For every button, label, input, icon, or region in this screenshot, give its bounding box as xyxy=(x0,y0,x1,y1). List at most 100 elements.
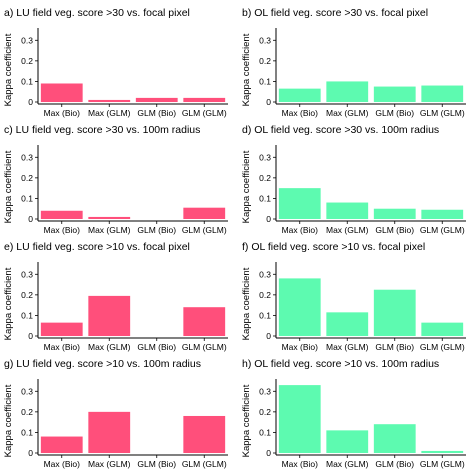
y-axis-label: Kappa coefficient xyxy=(241,384,252,457)
x-tick-label: GLM (GLM) xyxy=(420,225,465,235)
y-tick-label: 0.1 xyxy=(21,427,33,437)
bar xyxy=(326,81,369,102)
y-tick-label: 0.3 xyxy=(259,386,271,396)
bar xyxy=(373,289,416,336)
y-tick-label: 0.2 xyxy=(259,407,271,417)
bar xyxy=(326,430,369,453)
bar xyxy=(421,450,464,453)
bar xyxy=(278,278,321,336)
chart-title: f) OL field veg. score >10 vs. focal pix… xyxy=(242,241,425,253)
y-tick-label: 0 xyxy=(266,97,271,107)
x-tick-label: GLM (GLM) xyxy=(182,459,227,469)
bar xyxy=(421,85,464,102)
x-tick-label: GLM (Bio) xyxy=(375,225,414,235)
x-tick-label: Max (GLM) xyxy=(88,108,131,118)
x-tick-label: Max (GLM) xyxy=(88,225,131,235)
y-tick-label: 0.3 xyxy=(21,269,33,279)
y-axis-label: Kappa coefficient xyxy=(3,267,14,340)
y-axis-label: Kappa coefficient xyxy=(241,267,252,340)
y-tick-label: 0.1 xyxy=(259,310,271,320)
bar xyxy=(278,188,321,219)
bar xyxy=(373,86,416,102)
y-tick-label: 0.2 xyxy=(259,173,271,183)
chart-panel-1: a) LU field veg. score >30 vs. focal pix… xyxy=(3,7,228,118)
x-tick-label: GLM (GLM) xyxy=(182,225,227,235)
x-tick-label: GLM (Bio) xyxy=(137,108,176,118)
y-tick-label: 0 xyxy=(28,448,33,458)
y-tick-label: 0.3 xyxy=(21,386,33,396)
y-tick-label: 0.2 xyxy=(21,173,33,183)
x-tick-label: Max (Bio) xyxy=(282,459,319,469)
x-tick-label: Max (Bio) xyxy=(44,108,81,118)
y-tick-label: 0 xyxy=(28,331,33,341)
y-tick-label: 0.2 xyxy=(21,56,33,66)
chart-title: g) LU field veg. score >10 vs. 100m radi… xyxy=(4,358,201,370)
y-tick-label: 0.3 xyxy=(259,35,271,45)
chart-panel-2: b) OL field veg. score >30 vs. focal pix… xyxy=(241,7,466,118)
x-tick-label: GLM (Bio) xyxy=(137,342,176,352)
y-tick-label: 0.2 xyxy=(21,407,33,417)
x-tick-label: Max (Bio) xyxy=(282,342,319,352)
bar xyxy=(326,202,369,219)
x-tick-label: Max (GLM) xyxy=(326,459,369,469)
y-axis-label: Kappa coefficient xyxy=(3,150,14,223)
x-tick-label: Max (Bio) xyxy=(282,108,319,118)
bar xyxy=(183,415,226,453)
y-tick-label: 0.1 xyxy=(21,310,33,320)
chart-panel-4: d) OL field veg. score >30 vs. 100m radi… xyxy=(241,124,466,235)
bar xyxy=(326,312,369,336)
y-tick-label: 0.1 xyxy=(259,193,271,203)
y-tick-label: 0.1 xyxy=(21,76,33,86)
x-tick-label: GLM (GLM) xyxy=(420,108,465,118)
y-tick-label: 0 xyxy=(28,214,33,224)
bar xyxy=(40,210,83,219)
y-tick-label: 0.3 xyxy=(21,35,33,45)
bar xyxy=(40,436,83,453)
y-tick-label: 0.2 xyxy=(21,290,33,300)
chart-panel-3: c) LU field veg. score >30 vs. 100m radi… xyxy=(3,124,228,235)
x-tick-label: GLM (Bio) xyxy=(375,459,414,469)
y-tick-label: 0.3 xyxy=(259,152,271,162)
y-axis-label: Kappa coefficient xyxy=(241,150,252,223)
x-tick-label: GLM (GLM) xyxy=(420,342,465,352)
x-tick-label: Max (GLM) xyxy=(326,225,369,235)
bar xyxy=(183,207,226,219)
bar xyxy=(421,322,464,336)
chart-title: h) OL field veg. score >10 vs. 100m radi… xyxy=(242,358,439,370)
y-tick-label: 0 xyxy=(266,331,271,341)
y-tick-label: 0 xyxy=(266,448,271,458)
x-tick-label: Max (Bio) xyxy=(44,459,81,469)
chart-title: e) LU field veg. score >10 vs. focal pix… xyxy=(4,241,190,253)
y-tick-label: 0.3 xyxy=(259,269,271,279)
y-tick-label: 0 xyxy=(266,214,271,224)
x-tick-label: Max (GLM) xyxy=(88,459,131,469)
chart-title: d) OL field veg. score >30 vs. 100m radi… xyxy=(242,124,439,136)
y-axis-label: Kappa coefficient xyxy=(3,33,14,106)
y-tick-label: 0 xyxy=(28,97,33,107)
x-tick-label: Max (Bio) xyxy=(282,225,319,235)
bar xyxy=(373,424,416,453)
x-tick-label: GLM (Bio) xyxy=(375,108,414,118)
bar xyxy=(278,88,321,102)
y-tick-label: 0.3 xyxy=(21,152,33,162)
x-tick-label: GLM (Bio) xyxy=(137,459,176,469)
x-tick-label: GLM (GLM) xyxy=(420,459,465,469)
chart-panel-5: e) LU field veg. score >10 vs. focal pix… xyxy=(3,241,228,352)
bar xyxy=(88,411,131,453)
y-axis-label: Kappa coefficient xyxy=(3,384,14,457)
x-tick-label: GLM (Bio) xyxy=(375,342,414,352)
chart-title: a) LU field veg. score >30 vs. focal pix… xyxy=(4,7,190,19)
bar xyxy=(88,295,131,336)
bar xyxy=(135,97,178,102)
bar xyxy=(421,209,464,219)
x-tick-label: Max (GLM) xyxy=(326,342,369,352)
x-tick-label: Max (Bio) xyxy=(44,342,81,352)
y-tick-label: 0.2 xyxy=(259,290,271,300)
x-tick-label: GLM (GLM) xyxy=(182,342,227,352)
chart-title: b) OL field veg. score >30 vs. focal pix… xyxy=(242,7,428,19)
bar xyxy=(278,385,321,453)
bar xyxy=(40,322,83,336)
x-tick-label: Max (GLM) xyxy=(326,108,369,118)
x-tick-label: Max (Bio) xyxy=(44,225,81,235)
